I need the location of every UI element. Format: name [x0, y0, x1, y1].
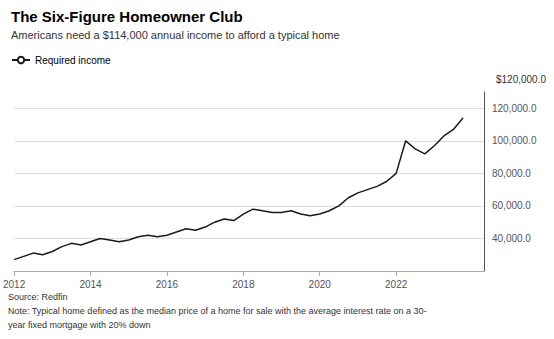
svg-text:60,000.0: 60,000.0 — [492, 200, 531, 211]
svg-text:120,000.0: 120,000.0 — [492, 103, 537, 114]
svg-text:2018: 2018 — [232, 279, 255, 290]
svg-text:40,000.0: 40,000.0 — [492, 233, 531, 244]
svg-text:Americans need a $114,000 annu: Americans need a $114,000 annual income … — [11, 29, 340, 41]
svg-text:2020: 2020 — [309, 279, 332, 290]
svg-text:Required income: Required income — [35, 55, 111, 66]
svg-text:Source: Redfin: Source: Redfin — [8, 292, 68, 302]
svg-text:$120,000.0: $120,000.0 — [496, 74, 546, 85]
svg-text:2022: 2022 — [385, 279, 408, 290]
svg-text:The Six-Figure Homeowner Club: The Six-Figure Homeowner Club — [11, 8, 243, 25]
svg-text:100,000.0: 100,000.0 — [492, 135, 537, 146]
svg-text:Note: Typical home defined as: Note: Typical home defined as the median… — [8, 306, 427, 316]
svg-text:80,000.0: 80,000.0 — [492, 168, 531, 179]
svg-text:year fixed mortgage with 20% d: year fixed mortgage with 20% down — [8, 320, 151, 330]
svg-text:2014: 2014 — [79, 279, 102, 290]
svg-text:2016: 2016 — [156, 279, 179, 290]
svg-text:2012: 2012 — [3, 279, 26, 290]
